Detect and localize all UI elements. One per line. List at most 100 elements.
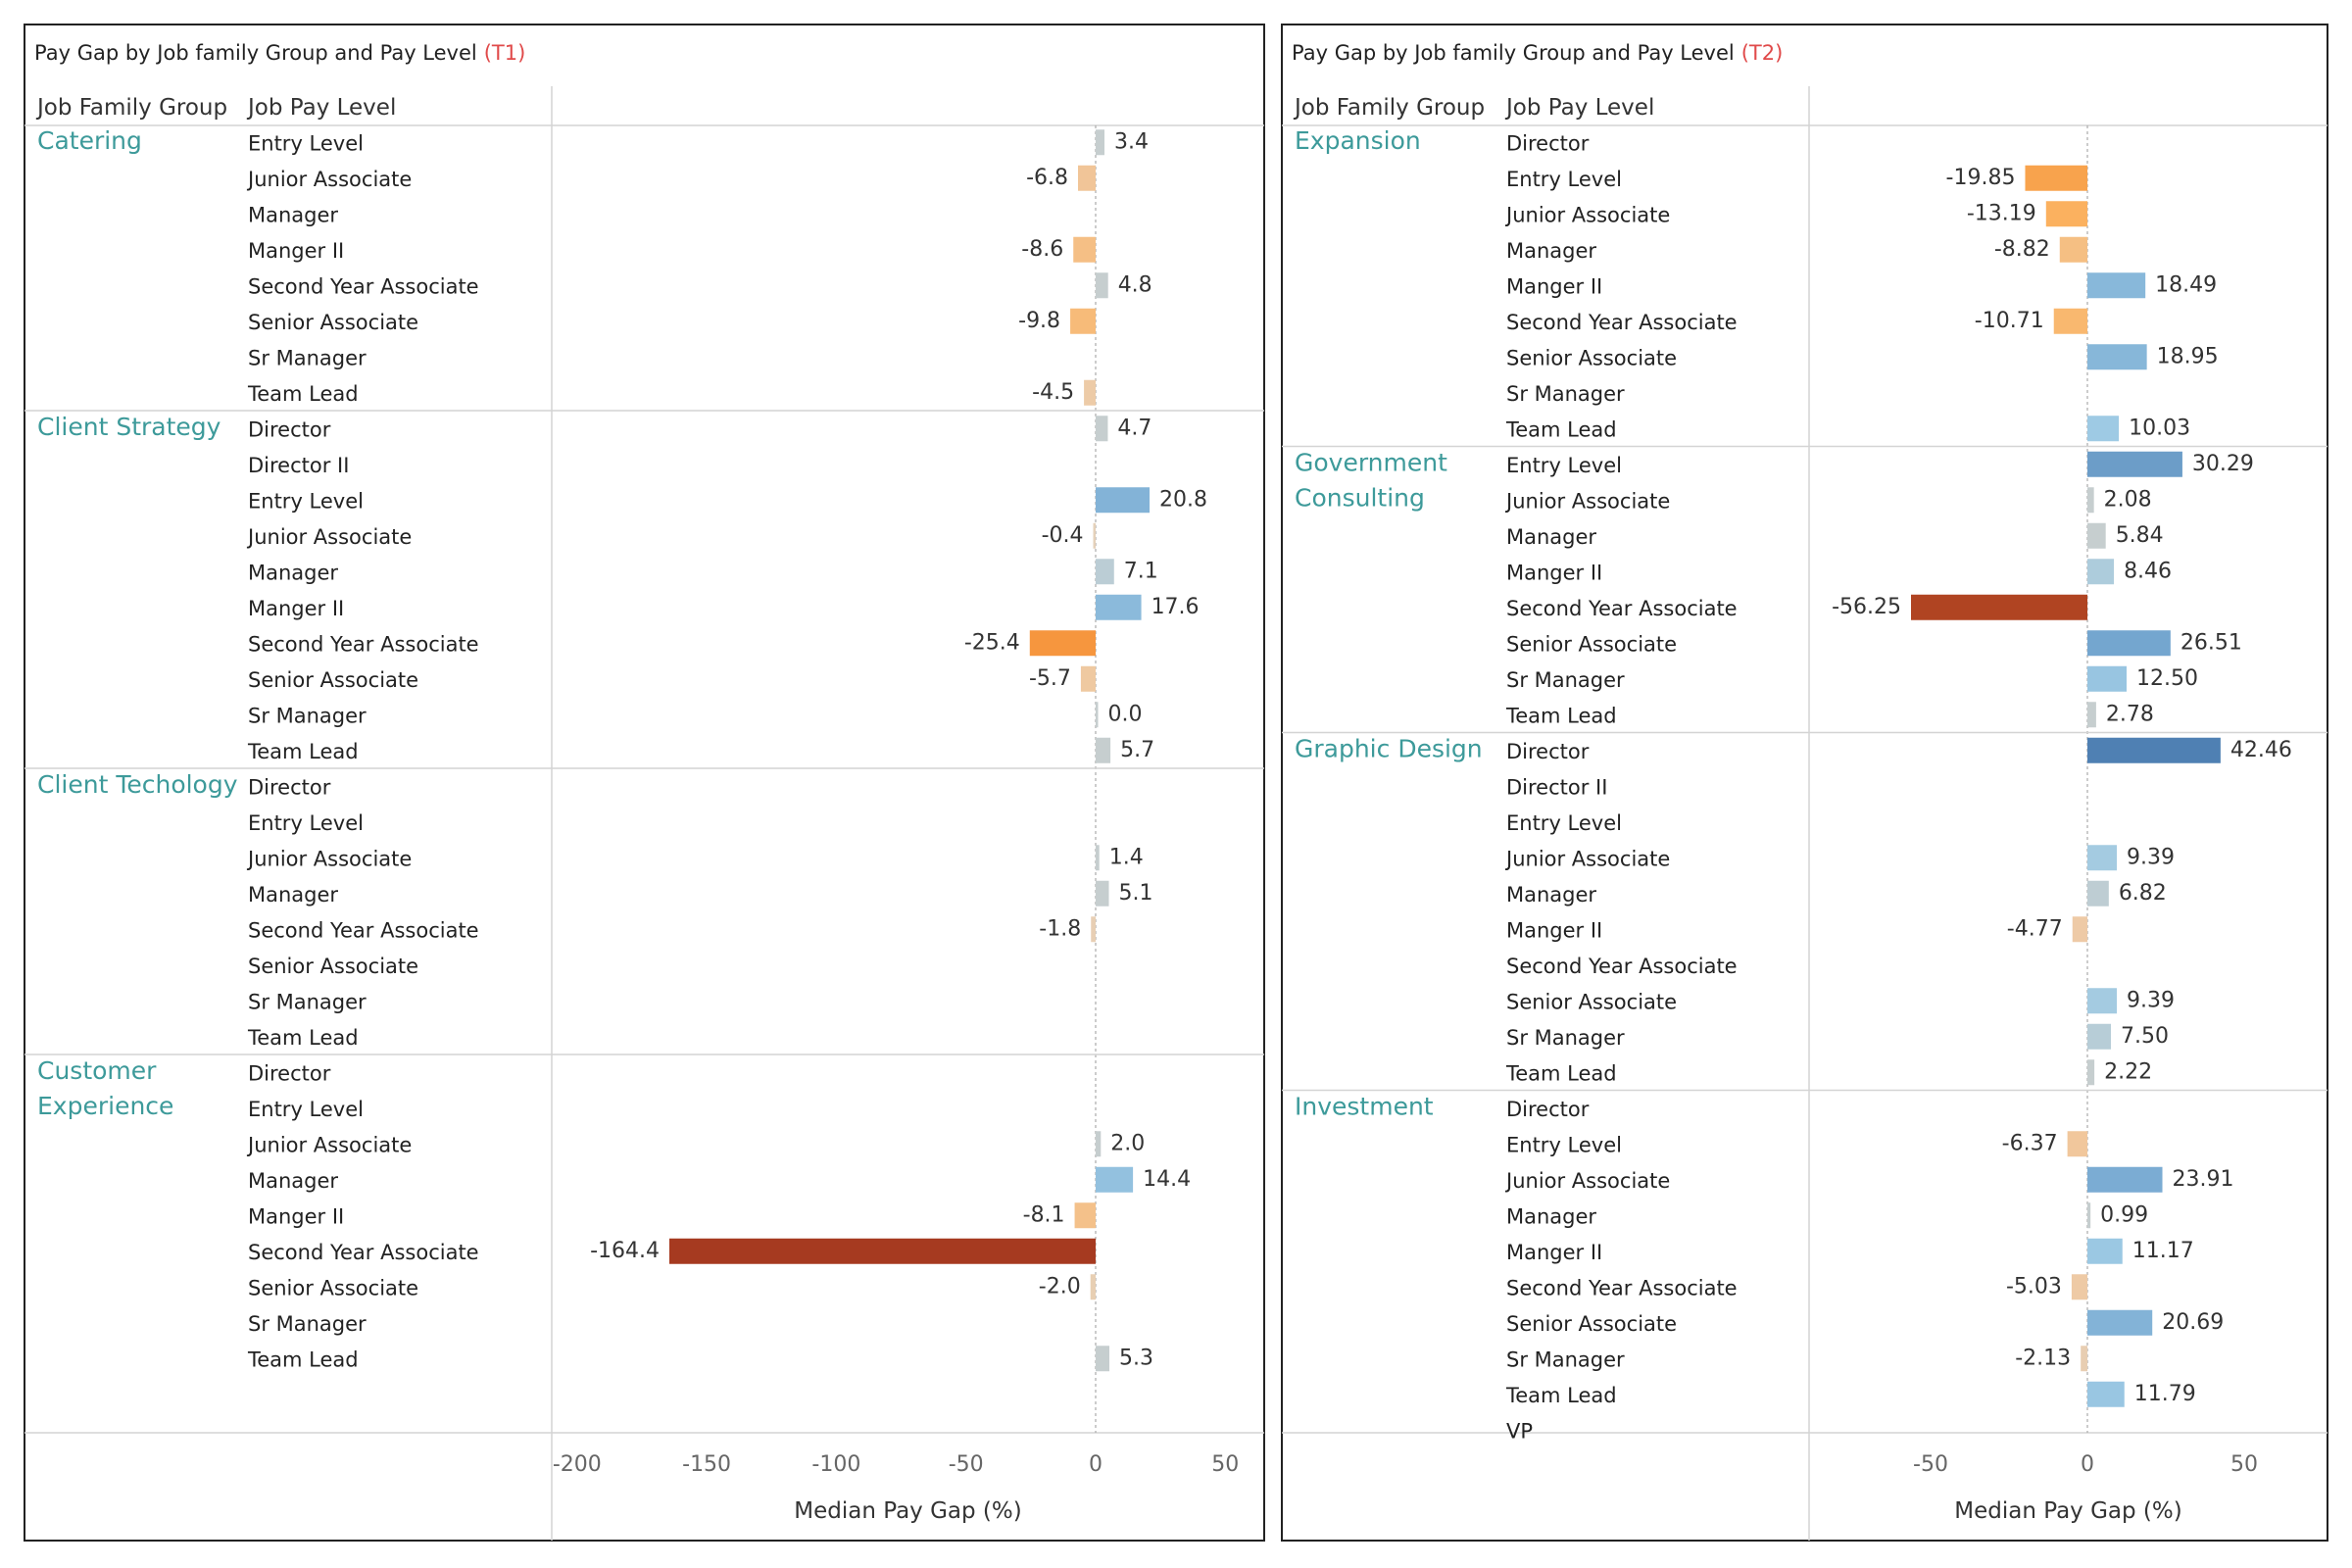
data-label: 20.8 xyxy=(1159,487,1207,512)
data-bar xyxy=(2087,416,2120,442)
pay-level-label: Team Lead xyxy=(1505,704,1617,727)
group-label: Consulting xyxy=(1295,484,1425,513)
data-bar xyxy=(2087,344,2147,370)
data-label: -1.8 xyxy=(1039,916,1081,941)
pay-level-label: Second Year Associate xyxy=(248,274,479,298)
chart-panel-t1: Pay Gap by Job family Group and Pay Leve… xyxy=(24,24,1265,1542)
data-label: 14.4 xyxy=(1143,1167,1191,1192)
data-bar xyxy=(1096,129,1104,156)
group-label: Investment xyxy=(1295,1093,1434,1121)
data-bar xyxy=(2081,1346,2087,1372)
x-tick-label: 50 xyxy=(1211,1452,1239,1477)
data-label: -9.8 xyxy=(1018,309,1060,333)
column-header-job-pay-level: Job Pay Level xyxy=(1504,95,1654,121)
data-bar xyxy=(1096,594,1142,620)
data-label: 12.50 xyxy=(2136,666,2198,691)
pay-level-label: Second Year Associate xyxy=(248,918,479,942)
data-label: 42.46 xyxy=(2230,738,2292,762)
x-tick-label: -200 xyxy=(553,1452,602,1477)
data-bar xyxy=(2087,1059,2095,1086)
data-bar xyxy=(2087,1381,2125,1407)
pay-level-label: Manger II xyxy=(1506,274,1602,298)
data-bar xyxy=(2087,630,2171,657)
data-bar xyxy=(2087,1309,2153,1336)
data-label: 20.69 xyxy=(2162,1310,2224,1335)
pay-level-label: Sr Manager xyxy=(248,346,367,369)
data-label: 4.7 xyxy=(1117,416,1152,440)
data-bar xyxy=(1096,737,1111,763)
pay-level-label: Senior Associate xyxy=(248,1276,418,1299)
pay-level-label: Junior Associate xyxy=(1504,203,1670,226)
pay-level-label: Entry Level xyxy=(248,131,364,155)
pay-level-label: Junior Associate xyxy=(1504,489,1670,513)
data-label: 8.46 xyxy=(2124,559,2172,583)
x-tick-label: -50 xyxy=(1913,1452,1948,1477)
pay-level-label: Team Lead xyxy=(247,1026,359,1050)
data-label: -8.1 xyxy=(1023,1202,1065,1227)
pay-level-label: Sr Manager xyxy=(248,990,367,1013)
data-bar xyxy=(1090,1274,1096,1300)
pay-level-label: Director xyxy=(1506,1098,1590,1121)
data-label: 17.6 xyxy=(1152,595,1200,619)
group-label: Graphic Design xyxy=(1295,735,1483,763)
data-bar xyxy=(1070,308,1096,334)
x-tick-label: 0 xyxy=(1089,1452,1102,1477)
pay-level-label: Junior Associate xyxy=(246,847,412,870)
pay-level-label: Entry Level xyxy=(248,489,364,513)
data-bar xyxy=(2087,880,2109,906)
pay-level-label: Manager xyxy=(248,883,338,906)
data-label: -19.85 xyxy=(1946,166,2016,190)
pay-level-label: Junior Associate xyxy=(1504,847,1670,870)
data-label: -2.13 xyxy=(2015,1346,2071,1370)
pay-level-label: Manger II xyxy=(248,1204,344,1228)
chart-title-text: Pay Gap by Job family Group and Pay Leve… xyxy=(1292,41,1735,65)
data-label: -6.8 xyxy=(1026,166,1068,190)
data-bar xyxy=(2072,916,2087,943)
group-label: Catering xyxy=(37,126,142,155)
pay-level-label: Sr Manager xyxy=(1506,1348,1625,1371)
pay-level-label: Manger II xyxy=(1506,561,1602,584)
data-bar xyxy=(2059,236,2087,263)
pay-level-label: Director xyxy=(248,1061,331,1085)
group-label: Customer xyxy=(37,1056,157,1085)
data-label: -164.4 xyxy=(590,1239,660,1263)
data-bar xyxy=(2025,165,2087,191)
pay-level-label: Junior Associate xyxy=(1504,1169,1670,1193)
data-label: 6.82 xyxy=(2119,881,2167,906)
data-bar xyxy=(1080,665,1096,692)
column-header-job-pay-level: Job Pay Level xyxy=(246,95,396,121)
pay-level-label: Team Lead xyxy=(247,382,359,406)
data-bar xyxy=(1096,880,1109,906)
pay-level-label: Director xyxy=(248,417,331,441)
pay-level-label: Entry Level xyxy=(1506,1133,1622,1156)
x-tick-label: -50 xyxy=(949,1452,984,1477)
pay-level-label: Junior Associate xyxy=(246,168,412,191)
chart-title-text: Pay Gap by Job family Group and Pay Leve… xyxy=(34,41,477,65)
pay-level-label: Second Year Associate xyxy=(248,1241,479,1264)
data-label: 2.08 xyxy=(2104,487,2152,512)
data-bar xyxy=(2087,988,2118,1014)
data-label: -2.0 xyxy=(1039,1274,1081,1298)
data-label: -5.03 xyxy=(2006,1274,2062,1298)
data-label: -0.4 xyxy=(1042,523,1084,548)
pay-level-label: Senior Associate xyxy=(248,311,418,334)
data-bar xyxy=(2087,272,2146,299)
data-bar xyxy=(2087,1023,2111,1050)
panel-frame xyxy=(24,24,1265,1542)
data-bar xyxy=(2087,702,2096,728)
pay-level-label: Entry Level xyxy=(248,811,364,835)
data-bar xyxy=(2087,522,2106,549)
panel-frame xyxy=(1281,24,2328,1542)
data-bar xyxy=(1029,630,1096,657)
data-bar xyxy=(1074,1202,1096,1229)
chart-title-tag: (T1) xyxy=(484,41,526,65)
data-bar xyxy=(2087,1202,2091,1229)
data-label: -5.7 xyxy=(1029,666,1071,691)
pay-level-label: Manger II xyxy=(248,597,344,620)
pay-level-label: Manager xyxy=(248,561,338,584)
pay-level-label: Director II xyxy=(248,454,349,477)
data-label: 9.39 xyxy=(2127,988,2175,1012)
pay-level-label: Director xyxy=(1506,131,1590,155)
data-bar xyxy=(2071,1274,2087,1300)
group-label: Client Techology xyxy=(37,770,238,799)
